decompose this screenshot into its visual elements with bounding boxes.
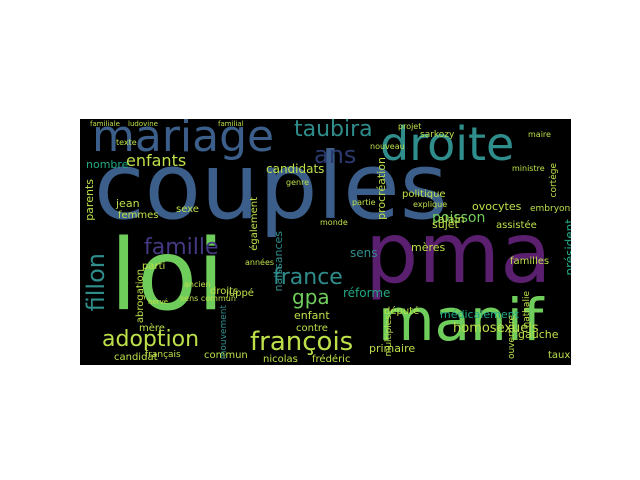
word-gpa: gpa — [292, 285, 330, 309]
word-sujet: sujet — [432, 218, 459, 231]
word-adoption: adoption — [102, 327, 200, 352]
word-nombre: nombre — [86, 158, 129, 171]
word-taubira: taubira — [294, 119, 373, 142]
word-poisson: poisson — [432, 210, 486, 226]
word-juppe: juppé — [226, 288, 254, 299]
word-partie: partie — [352, 198, 376, 207]
word-mouvement: mouvement — [219, 305, 229, 360]
word-couples: couples — [94, 133, 448, 240]
word-ans: ans — [314, 141, 357, 169]
word-abrogation: abrogation — [135, 269, 146, 324]
word-sarkozy: sarkozy — [420, 130, 455, 140]
word-sexe: sexe — [176, 204, 199, 215]
word-enfant: enfant — [294, 309, 330, 322]
word-ouverture: ouverture — [507, 315, 517, 360]
word-nathalie: nathalie — [522, 291, 532, 328]
word-loi: loi — [110, 219, 225, 333]
word-explique: explique — [413, 200, 448, 209]
word-cloud: couples pma loi manif mariage droite tau… — [80, 119, 571, 365]
word-enfants: enfants — [126, 151, 187, 170]
word-francais: français — [145, 350, 181, 360]
word-nouveau: nouveau — [370, 142, 405, 151]
word-commun: commun — [204, 350, 248, 361]
word-familiale: familiale — [90, 120, 120, 128]
word-manif: manif — [378, 286, 544, 354]
word-contre: contre — [296, 323, 328, 334]
word-francois: françois — [250, 327, 354, 357]
word-femmes: femmes — [118, 210, 159, 221]
word-parents: parents — [83, 179, 96, 221]
word-nicolas: nicolas — [263, 354, 298, 365]
word-monde: monde — [320, 218, 348, 227]
word-frederic: frédéric — [312, 354, 351, 365]
word-mariage: mariage — [92, 119, 275, 162]
word-meres: mères — [411, 241, 446, 254]
word-herve: hervé — [148, 298, 169, 306]
word-droite: droite — [380, 119, 515, 171]
word-depute: député — [384, 306, 420, 317]
word-jean: jean — [116, 197, 140, 210]
word-ministre: ministre — [512, 164, 545, 173]
word-droits: droits — [210, 286, 239, 297]
word-procreation: procréation — [375, 157, 388, 220]
word-politique: politique — [402, 189, 446, 200]
word-france: france — [273, 265, 343, 290]
word-cortege: cortège — [549, 163, 559, 198]
word-texte: texte — [116, 138, 137, 147]
word-familial: familial — [218, 120, 244, 128]
word-candidat: candidat — [114, 352, 158, 363]
word-taux: taux — [548, 350, 571, 361]
word-medicalement: médicalement — [440, 308, 519, 321]
word-pma: pma — [365, 204, 552, 302]
word-naissances: naissances — [272, 231, 285, 292]
word-maire: maire — [528, 130, 551, 139]
word-familles: familles — [510, 256, 550, 267]
word-fillon: fillon — [82, 253, 110, 312]
word-famille: famille — [144, 235, 219, 260]
word-sens-commun: sens commun — [180, 294, 236, 303]
word-parti: parti — [142, 261, 166, 272]
word-homosexuels: homosexuels — [453, 321, 539, 336]
word-reforme: réforme — [343, 286, 391, 300]
word-president: président — [563, 219, 571, 276]
word-alain: alain — [438, 213, 465, 226]
word-embryons: embryons — [530, 204, 571, 214]
word-egalement: également — [249, 197, 260, 251]
word-primaire: primaire — [369, 342, 416, 355]
word-annees: années — [245, 258, 275, 267]
word-gauche: gauche — [518, 328, 559, 341]
word-sens: sens — [350, 246, 378, 260]
word-candidats: candidats — [266, 162, 325, 176]
word-ovocytes: ovocytes — [472, 200, 522, 213]
word-ancien: ancien — [184, 280, 211, 289]
word-assistee: assistée — [496, 220, 537, 231]
word-mere: mère — [139, 323, 165, 334]
word-genre: genre — [286, 178, 310, 187]
word-multiples: multiples — [384, 315, 394, 357]
word-ludovine: ludovine — [128, 120, 158, 128]
word-projet: projet — [398, 122, 422, 131]
